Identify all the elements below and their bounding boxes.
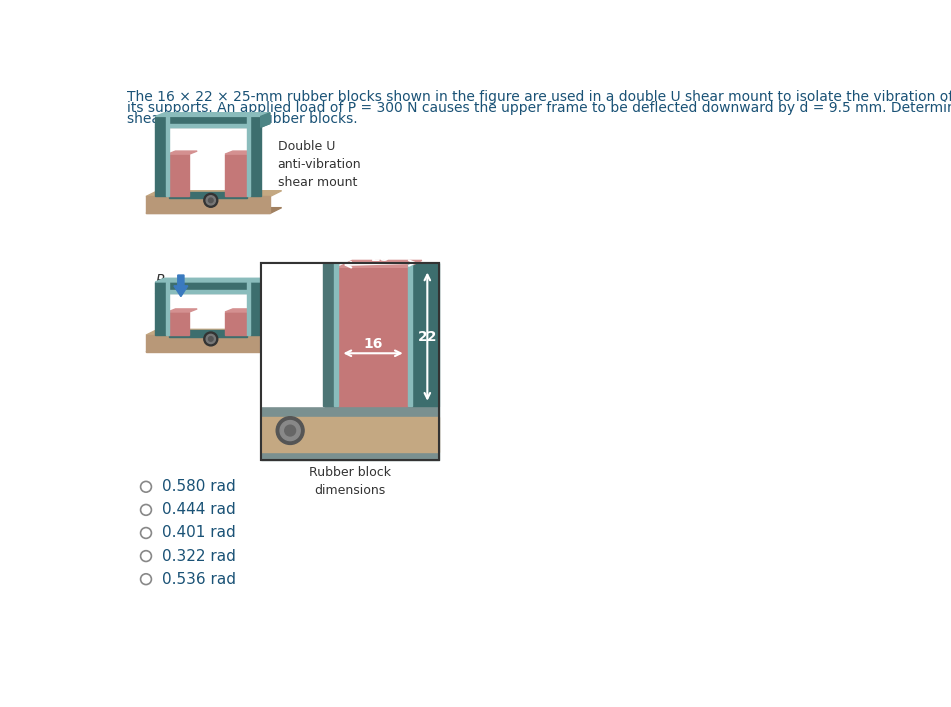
Polygon shape	[250, 127, 261, 197]
Text: 0.536 rad: 0.536 rad	[162, 572, 236, 587]
Text: 0.580 rad: 0.580 rad	[162, 479, 235, 494]
Polygon shape	[146, 197, 270, 214]
Polygon shape	[155, 279, 270, 282]
Text: Shear deformation
of blocks: Shear deformation of blocks	[262, 329, 379, 360]
Text: 22: 22	[417, 329, 437, 344]
Polygon shape	[146, 191, 281, 197]
Polygon shape	[167, 309, 197, 312]
Polygon shape	[408, 264, 412, 406]
Polygon shape	[225, 312, 246, 335]
Polygon shape	[246, 117, 250, 197]
Polygon shape	[261, 279, 270, 293]
Polygon shape	[146, 329, 281, 335]
Polygon shape	[225, 154, 246, 197]
Polygon shape	[261, 406, 439, 460]
Text: 16: 16	[363, 337, 382, 351]
Bar	[261, 264, 439, 460]
Polygon shape	[225, 309, 255, 312]
FancyArrow shape	[174, 275, 188, 297]
Polygon shape	[169, 330, 246, 337]
Polygon shape	[155, 117, 261, 127]
Polygon shape	[261, 417, 439, 452]
Polygon shape	[166, 282, 169, 335]
Polygon shape	[246, 282, 250, 335]
Circle shape	[206, 196, 216, 205]
Text: Double U
anti-vibration
shear mount: Double U anti-vibration shear mount	[278, 139, 361, 189]
Polygon shape	[169, 290, 246, 293]
Circle shape	[206, 334, 216, 344]
Polygon shape	[250, 293, 261, 335]
Text: shear strain in the rubber blocks.: shear strain in the rubber blocks.	[126, 112, 358, 126]
Text: Rubber block
dimensions: Rubber block dimensions	[309, 466, 391, 497]
Text: 0.401 rad: 0.401 rad	[162, 525, 235, 540]
Text: P: P	[156, 274, 165, 288]
Polygon shape	[250, 289, 270, 293]
Polygon shape	[167, 154, 189, 197]
Polygon shape	[225, 151, 255, 154]
Polygon shape	[408, 264, 439, 406]
Circle shape	[281, 421, 301, 440]
Polygon shape	[339, 267, 408, 406]
Polygon shape	[322, 264, 339, 406]
Polygon shape	[250, 124, 270, 127]
Polygon shape	[146, 208, 281, 214]
Polygon shape	[169, 192, 246, 198]
Polygon shape	[146, 335, 270, 352]
Polygon shape	[167, 151, 197, 154]
Polygon shape	[155, 124, 175, 127]
Text: 0.444 rad: 0.444 rad	[162, 503, 235, 518]
Text: its supports. An applied load of ​P​ = 300 N causes the upper frame to be deflec: its supports. An applied load of ​P​ = 3…	[126, 101, 951, 115]
Polygon shape	[166, 117, 169, 197]
Polygon shape	[339, 260, 422, 267]
Circle shape	[204, 332, 218, 346]
Text: 25: 25	[371, 250, 390, 264]
Bar	[261, 264, 439, 460]
Polygon shape	[261, 264, 324, 406]
Circle shape	[208, 198, 213, 203]
Polygon shape	[146, 346, 281, 352]
Circle shape	[276, 416, 304, 445]
Polygon shape	[155, 127, 166, 197]
Polygon shape	[261, 112, 270, 127]
Circle shape	[208, 337, 213, 341]
Text: The 16 × 22 × 25-mm rubber blocks shown in the figure are used in a double U she: The 16 × 22 × 25-mm rubber blocks shown …	[126, 90, 951, 104]
Circle shape	[204, 194, 218, 207]
Polygon shape	[155, 282, 261, 293]
Polygon shape	[155, 112, 270, 117]
Polygon shape	[334, 264, 339, 406]
Polygon shape	[155, 289, 175, 293]
Polygon shape	[169, 124, 246, 127]
Polygon shape	[155, 293, 166, 335]
Polygon shape	[167, 312, 189, 335]
Text: 0.322 rad: 0.322 rad	[162, 549, 236, 563]
Circle shape	[284, 425, 296, 436]
